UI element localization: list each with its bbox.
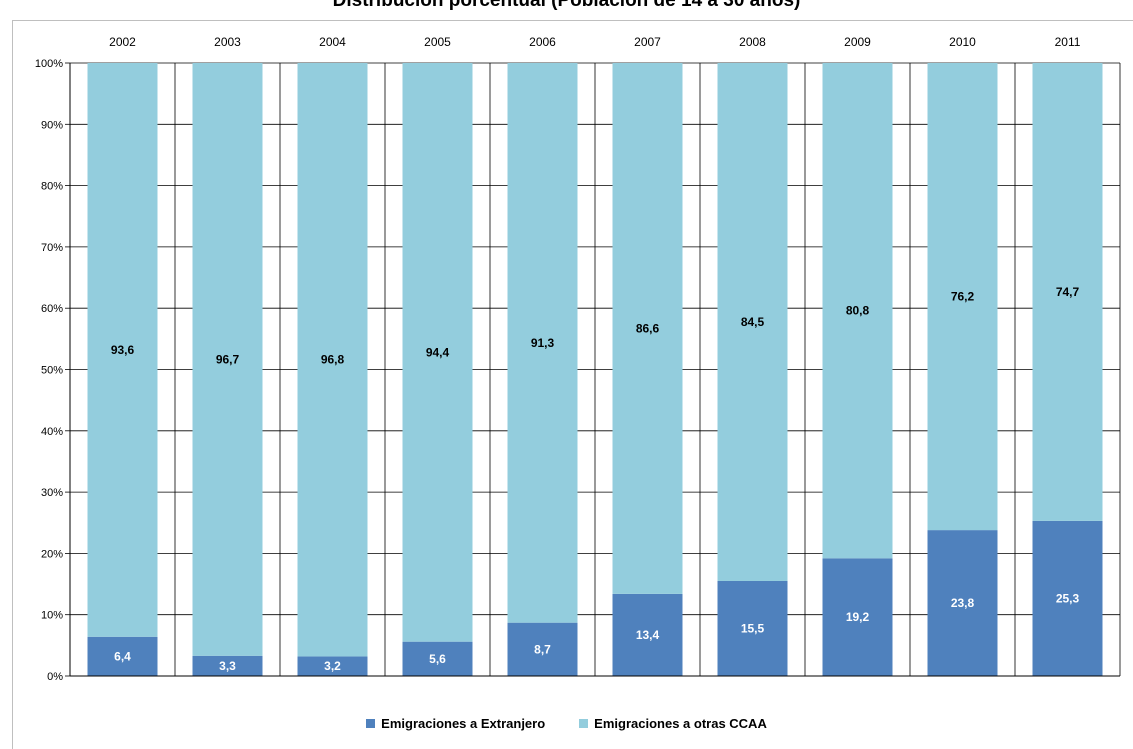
data-label: 25,3 [1056,591,1080,605]
legend-label-otras-ccaa: Emigraciones a otras CCAA [594,716,767,731]
bar-segment-extranjero [297,656,368,676]
data-label: 3,2 [324,659,341,673]
y-tick-label: 70% [41,242,63,254]
data-label: 74,7 [1056,285,1080,299]
data-label: 19,2 [846,610,870,624]
bar-segment-otras-ccaa [87,63,158,637]
x-tick-label: 2005 [424,35,451,49]
data-label: 80,8 [846,304,870,318]
bar-segment-otras-ccaa [717,63,788,581]
bar-segment-otras-ccaa [297,63,368,657]
x-tick-label: 2002 [109,35,136,49]
data-label: 13,4 [636,628,660,642]
y-tick-label: 40% [41,426,63,438]
legend: Emigraciones a Extranjero Emigraciones a… [0,716,1133,731]
y-tick-label: 30% [41,487,63,499]
bar-segment-otras-ccaa [1032,63,1103,521]
bar-segment-otras-ccaa [822,63,893,559]
bar-segment-otras-ccaa [402,63,473,642]
legend-swatch-extranjero [366,719,376,728]
y-tick-label: 50% [41,365,63,377]
legend-label-extranjero: Emigraciones a Extranjero [381,716,546,731]
bar-segment-otras-ccaa [507,63,578,623]
y-tick-label: 100% [35,58,63,70]
data-label: 8,7 [534,642,551,656]
data-label: 6,4 [114,649,131,663]
x-tick-label: 2006 [529,35,556,49]
data-label: 23,8 [951,596,975,610]
data-label: 84,5 [741,315,765,329]
x-tick-label: 2009 [844,35,871,49]
y-tick-label: 80% [41,181,63,193]
bar-segment-extranjero [1032,520,1103,676]
y-tick-label: 20% [41,548,63,560]
y-tick-label: 60% [41,303,63,315]
x-tick-label: 2004 [319,35,346,49]
y-tick-label: 90% [41,119,63,131]
bar-segment-extranjero [822,558,893,676]
bar-segment-extranjero [717,580,788,676]
x-tick-label: 2008 [739,35,766,49]
chart-frame [12,20,1133,749]
data-label: 94,4 [426,345,450,359]
data-label: 3,3 [219,659,236,673]
x-tick-label: 2007 [634,35,661,49]
bar-segment-extranjero [402,641,473,676]
legend-item-extranjero: Emigraciones a Extranjero [366,716,545,731]
data-label: 15,5 [741,621,765,635]
bar-segment-extranjero [87,636,158,676]
bar-segment-otras-ccaa [612,63,683,594]
bar-segment-extranjero [927,530,998,676]
data-label: 91,3 [531,336,555,350]
data-label: 93,6 [111,343,135,357]
data-label: 96,7 [216,352,240,366]
bar-segment-otras-ccaa [192,63,263,656]
chart-title: Distribución porcentual (Población de 14… [332,0,801,11]
x-tick-label: 2010 [949,35,976,49]
y-tick-label: 10% [41,610,63,622]
data-label: 76,2 [951,290,975,304]
legend-item-otras-ccaa: Emigraciones a otras CCAA [579,716,767,731]
legend-swatch-otras-ccaa [579,719,589,728]
y-tick-label: 0% [47,671,63,683]
data-label: 86,6 [636,321,660,335]
data-label: 96,8 [321,353,345,367]
bar-segment-otras-ccaa [927,63,998,531]
x-tick-label: 2011 [1055,35,1081,49]
bar-segment-extranjero [507,622,578,676]
x-tick-label: 2003 [214,35,241,49]
bar-segment-extranjero [612,593,683,676]
bar-segment-extranjero [192,655,263,676]
data-label: 5,6 [429,652,446,666]
